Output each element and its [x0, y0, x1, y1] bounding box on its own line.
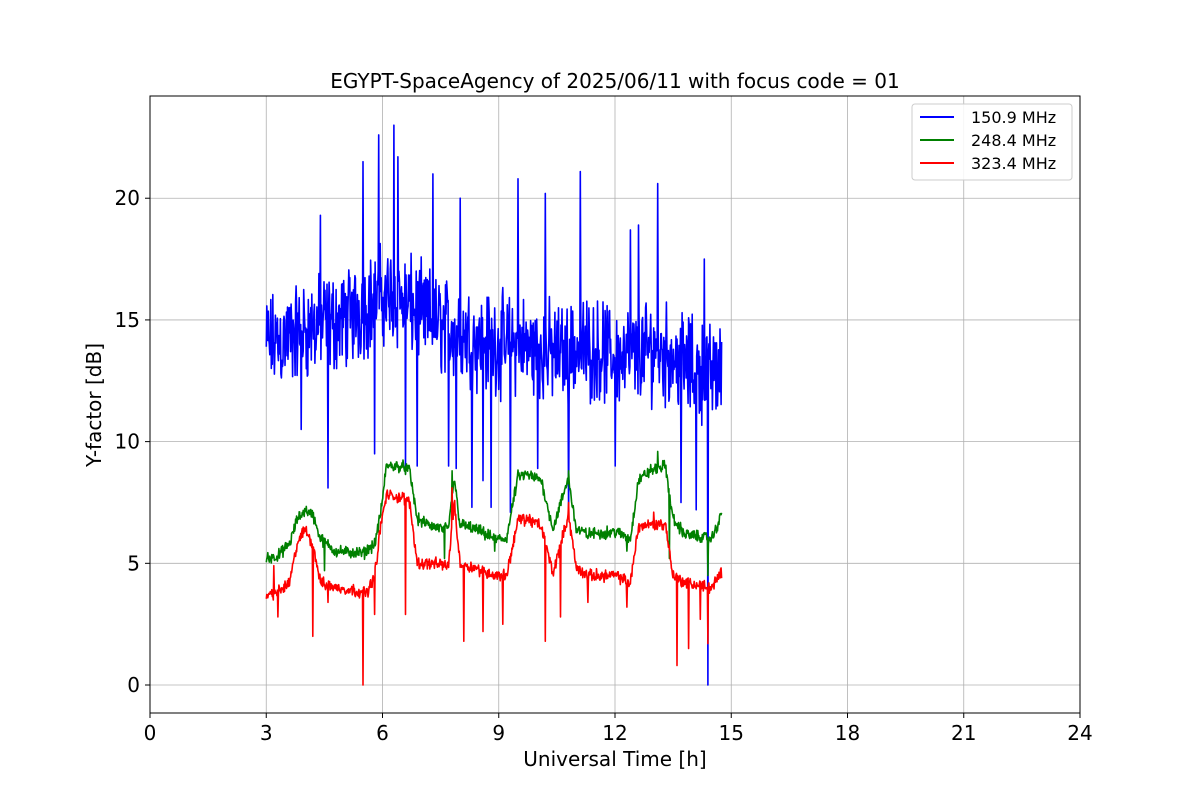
- y-tick-label: 15: [115, 308, 140, 332]
- x-axis-label: Universal Time [h]: [523, 747, 706, 771]
- y-tick-label: 5: [127, 551, 140, 575]
- x-tick-label: 24: [1067, 721, 1092, 745]
- x-tick-label: 18: [835, 721, 860, 745]
- chart-title: EGYPT-SpaceAgency of 2025/06/11 with foc…: [330, 69, 899, 93]
- y-tick-label: 20: [115, 186, 140, 210]
- x-tick-label: 21: [951, 721, 976, 745]
- legend-label: 323.4 MHz: [971, 154, 1056, 173]
- legend-box: [911, 103, 1073, 181]
- x-tick-label: 3: [260, 721, 273, 745]
- x-tick-label: 15: [719, 721, 744, 745]
- legend-label: 248.4 MHz: [971, 131, 1056, 150]
- series-line-2: [265, 450, 723, 577]
- legend-label: 150.9 MHz: [971, 108, 1056, 127]
- y-tick-label: 0: [127, 673, 140, 697]
- legend: 150.9 MHz 248.4 MHz 323.4 MHz: [911, 103, 1073, 181]
- y-tick-label: 10: [115, 430, 140, 454]
- series-layer: [265, 124, 723, 686]
- x-tick-label: 6: [376, 721, 389, 745]
- y-axis-label: Y-factor [dB]: [82, 343, 106, 468]
- series-line-3: [265, 487, 723, 686]
- x-tick-label: 12: [602, 721, 627, 745]
- series-line-1: [265, 124, 723, 686]
- x-tick-label: 9: [492, 721, 505, 745]
- ticks: 0 3 6 9 12 15 18 21 24 0 5 10 15 20: [115, 186, 1093, 745]
- x-tick-label: 0: [144, 721, 157, 745]
